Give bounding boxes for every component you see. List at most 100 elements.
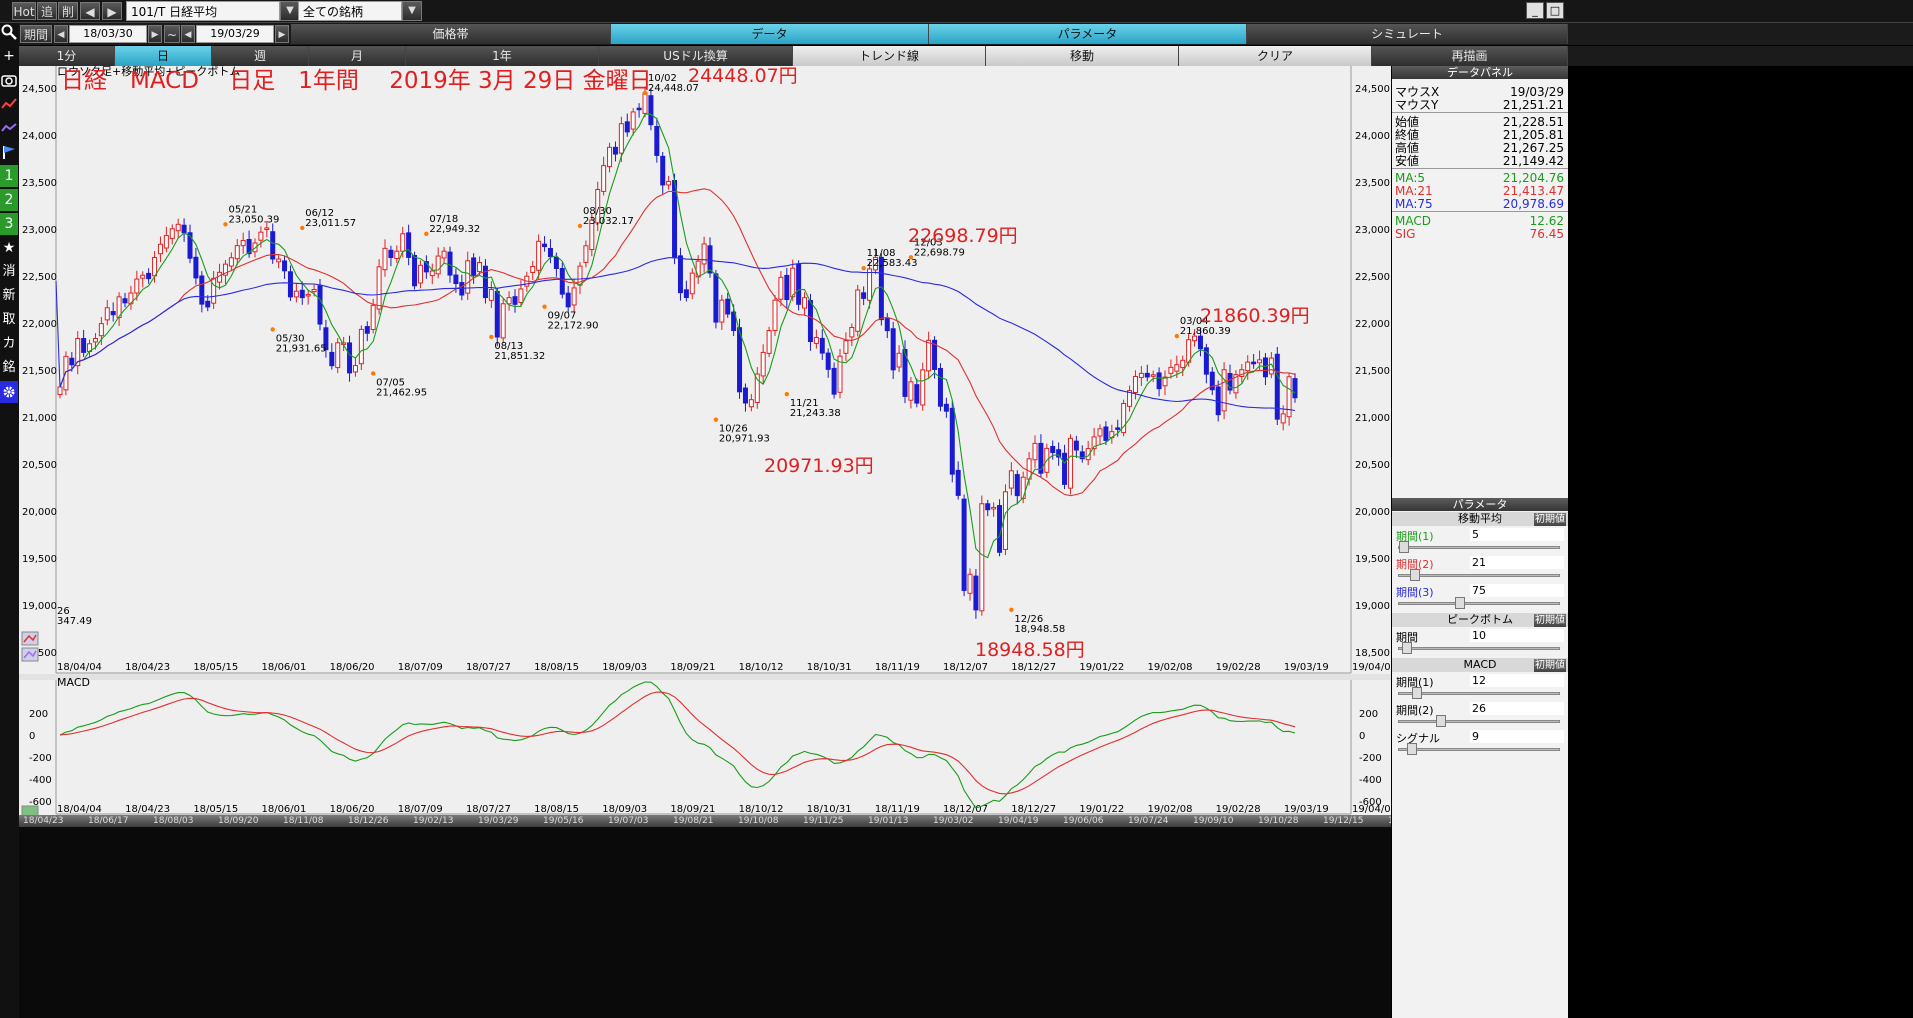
redraw-button[interactable]: 再描画 — [1372, 46, 1568, 66]
param-value-input[interactable]: 5 — [1470, 528, 1564, 541]
main-toolbar: Hot 追 削 ◀ ▶ 101/T 日経平均 ▼ 全ての銘柄 ▼ _ □ ✕ — [0, 0, 1913, 23]
scrollbar-date-label: 19/01/13 — [868, 816, 909, 826]
param-value-input[interactable]: 26 — [1470, 702, 1564, 715]
pane-separator[interactable] — [19, 674, 1391, 680]
wave-icon[interactable] — [0, 117, 18, 139]
reset-default-button[interactable]: 初期値 — [1534, 659, 1566, 672]
period-start-input[interactable]: 18/03/30 — [69, 25, 147, 43]
param-value-input[interactable]: 75 — [1470, 584, 1564, 597]
param-slider-thumb[interactable] — [1399, 541, 1410, 553]
param-slider-thumb[interactable] — [1407, 743, 1418, 755]
reset-default-button[interactable]: 初期値 — [1534, 614, 1566, 627]
hot-button[interactable]: Hot — [12, 2, 36, 20]
price-tick-label-right: 24,500 — [1355, 84, 1390, 95]
new-button[interactable]: 新 — [2, 288, 16, 303]
date-scrollbar[interactable]: 18/04/23 18/06/17 18/08/03 18/09/20 18/11/08… — [19, 815, 1391, 827]
tab-data[interactable]: データ — [611, 24, 929, 44]
pane-collapse-icon[interactable] — [21, 647, 39, 662]
search-icon[interactable] — [0, 21, 18, 43]
param-row: 期間(1) 5 — [1392, 527, 1568, 555]
period-start-next-icon[interactable]: ▶ — [148, 25, 162, 43]
prev-symbol-button[interactable]: ◀ — [80, 2, 100, 20]
price-tick-label-right: 20,000 — [1355, 507, 1390, 518]
chart-area[interactable]: 05/21 23,050.39 06/12 23,011.57 07/18 22,949.… — [19, 66, 1391, 1018]
tab-1year[interactable]: 1年 — [406, 46, 599, 66]
candle-body — [589, 219, 595, 251]
camera-icon[interactable] — [0, 69, 18, 91]
scrollbar-date-label: 19/02/13 — [413, 816, 454, 826]
pane-expand-icon[interactable] — [21, 631, 39, 646]
param-slider-track[interactable] — [1398, 602, 1560, 605]
move-button[interactable]: 移動 — [986, 46, 1179, 66]
tab-daily[interactable]: 日 — [115, 46, 212, 66]
preset-1-button[interactable]: 1 — [0, 165, 18, 187]
param-value-input[interactable]: 10 — [1470, 629, 1564, 642]
data-panel-separator — [1392, 112, 1568, 113]
trend-icon[interactable] — [0, 93, 18, 115]
param-slider-track[interactable] — [1398, 574, 1560, 577]
param-slider-track[interactable] — [1398, 546, 1560, 549]
param-slider-track[interactable] — [1398, 692, 1560, 695]
param-slider-track[interactable] — [1398, 647, 1560, 650]
market-dropdown-icon[interactable]: ▼ — [402, 1, 422, 21]
candle-body — [1233, 374, 1239, 394]
restore-button[interactable]: □ — [1546, 2, 1564, 19]
gear-icon[interactable] — [0, 381, 18, 403]
reset-default-button[interactable]: 初期値 — [1534, 513, 1566, 526]
erase-button[interactable]: 消 — [2, 264, 16, 279]
tab-parameter[interactable]: パラメータ — [929, 24, 1247, 44]
date-tick-label: 19/03/19 — [1284, 662, 1329, 673]
preset-2-button[interactable]: 2 — [0, 189, 18, 211]
param-slider-thumb[interactable] — [1455, 597, 1466, 609]
candle-body — [1067, 437, 1073, 489]
star-icon[interactable]: ★ — [2, 240, 16, 256]
ka-button[interactable]: カ — [2, 336, 16, 351]
delete-button[interactable]: 削 — [58, 2, 78, 20]
tab-1min[interactable]: 1分 — [19, 46, 115, 66]
minimize-button[interactable]: _ — [1526, 2, 1544, 19]
candle-body — [175, 223, 181, 232]
tab-usd-conversion[interactable]: USドル換算 — [599, 46, 793, 66]
tab-monthly[interactable]: 月 — [309, 46, 406, 66]
symbol-button[interactable]: 銘 — [2, 360, 16, 375]
clear-button[interactable]: クリア — [1179, 46, 1372, 66]
tab-simulate[interactable]: シミュレート — [1247, 24, 1568, 44]
candle-body — [364, 326, 370, 334]
peak-value-label: 22,698.79 — [914, 247, 965, 258]
trendline-button[interactable]: トレンド線 — [793, 46, 986, 66]
candle-body — [742, 387, 748, 404]
period-end-next-icon[interactable]: ▶ — [275, 25, 289, 43]
tab-weekly[interactable]: 週 — [212, 46, 309, 66]
next-symbol-button[interactable]: ▶ — [102, 2, 122, 20]
candle-body — [636, 107, 642, 111]
period-end-input[interactable]: 19/03/29 — [196, 25, 274, 43]
candle-body — [512, 296, 518, 305]
flag-icon[interactable] — [0, 141, 18, 163]
param-value-input[interactable]: 9 — [1470, 730, 1564, 743]
param-slider-thumb[interactable] — [1436, 715, 1446, 727]
fetch-button[interactable]: 取 — [2, 312, 16, 327]
add-button[interactable]: 追 — [37, 2, 57, 20]
macd-date-tick-label: 19/03/19 — [1284, 804, 1329, 815]
market-select[interactable]: 全ての銘柄 — [298, 1, 402, 21]
pane-toggle-icons[interactable] — [21, 631, 39, 819]
period-start-prev-icon[interactable]: ◀ — [54, 25, 68, 43]
param-slider-thumb[interactable] — [1410, 569, 1421, 581]
symbol-dropdown-icon[interactable]: ▼ — [280, 1, 300, 21]
candle-body — [1292, 378, 1298, 399]
param-slider-thumb[interactable] — [1402, 642, 1413, 654]
plus-icon[interactable]: + — [3, 48, 15, 64]
param-value-input[interactable]: 12 — [1470, 674, 1564, 687]
preset-3-button[interactable]: 3 — [0, 213, 18, 235]
symbol-select[interactable]: 101/T 日経平均 — [126, 1, 280, 21]
period-end-prev-icon[interactable]: ◀ — [181, 25, 195, 43]
macd-tick-label-left: -400 — [29, 775, 52, 786]
candle-body — [1073, 440, 1079, 451]
param-slider-track[interactable] — [1398, 720, 1560, 723]
candle-body — [376, 266, 382, 310]
param-value-input[interactable]: 21 — [1470, 556, 1564, 569]
tab-price-band[interactable]: 価格帯 — [291, 24, 611, 44]
param-slider-thumb[interactable] — [1412, 687, 1422, 699]
param-slider-track[interactable] — [1398, 748, 1560, 751]
